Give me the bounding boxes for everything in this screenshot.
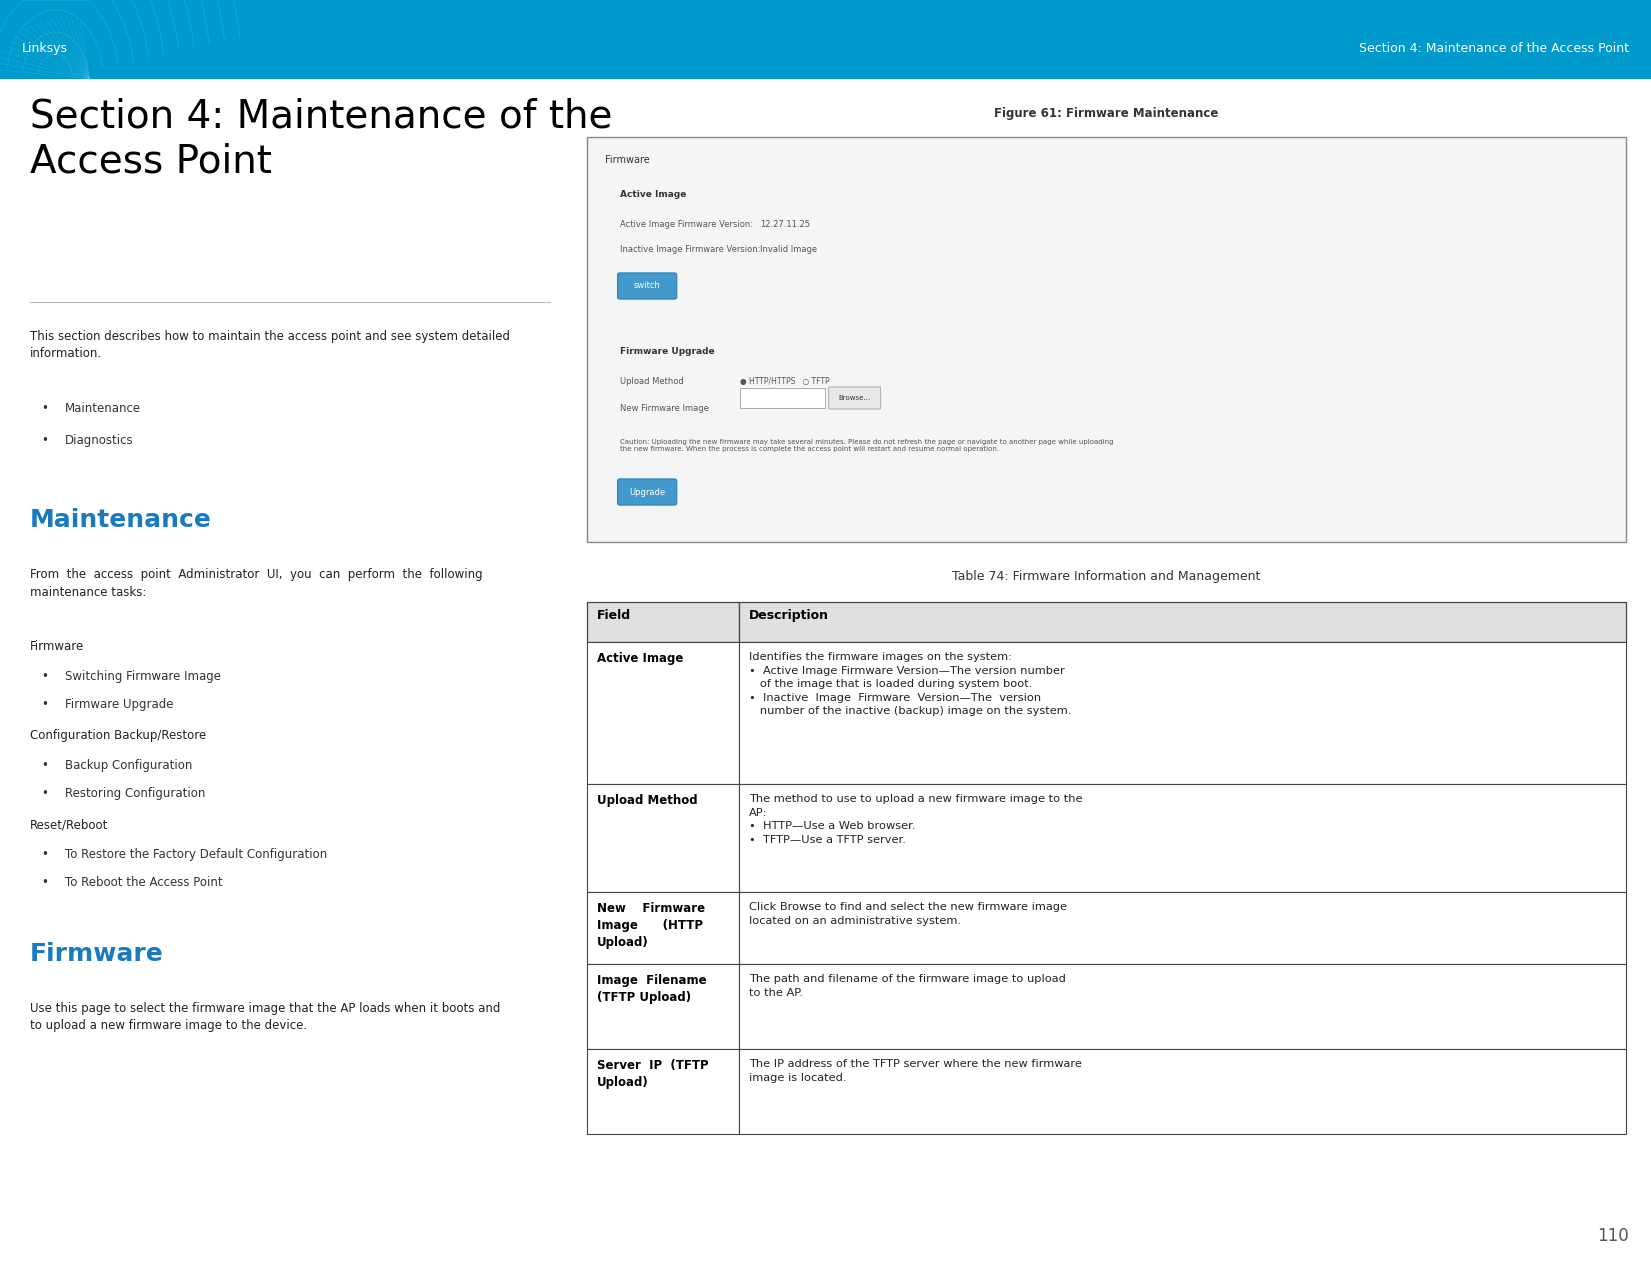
Text: •: •	[41, 669, 48, 683]
Text: Inactive Image Firmware Version:: Inactive Image Firmware Version:	[619, 245, 759, 254]
Text: The IP address of the TFTP server where the new firmware
image is located.: The IP address of the TFTP server where …	[748, 1060, 1081, 1082]
Text: •: •	[41, 876, 48, 889]
Text: •: •	[41, 697, 48, 711]
Bar	[738, 602, 1626, 643]
Text: Section 4: Maintenance of the
Access Point: Section 4: Maintenance of the Access Poi…	[30, 97, 613, 181]
Text: The method to use to upload a new firmware image to the
AP:
•  HTTP—Use a Web br: The method to use to upload a new firmwa…	[748, 794, 1081, 845]
Text: Upload Method: Upload Method	[619, 377, 684, 386]
Text: Firmware Upgrade: Firmware Upgrade	[619, 347, 715, 356]
Text: Restoring Configuration: Restoring Configuration	[64, 787, 205, 799]
Text: Active Image: Active Image	[619, 190, 687, 199]
Bar	[738, 1049, 1626, 1133]
Text: •: •	[41, 402, 48, 414]
Bar	[586, 964, 738, 1049]
Bar	[738, 784, 1626, 892]
Bar	[586, 643, 738, 784]
Bar	[740, 388, 824, 408]
Bar	[0, 0, 1651, 79]
Text: Caution: Uploading the new firmware may take several minutes. Please do not refr: Caution: Uploading the new firmware may …	[619, 439, 1113, 453]
Text: Maintenance: Maintenance	[30, 507, 211, 532]
Text: •: •	[41, 787, 48, 799]
Text: Firmware: Firmware	[30, 942, 163, 966]
Text: •: •	[41, 848, 48, 861]
Text: Upgrade: Upgrade	[629, 487, 665, 496]
Text: Linksys: Linksys	[21, 42, 68, 56]
Text: New    Firmware
Image      (HTTP
Upload): New Firmware Image (HTTP Upload)	[596, 901, 705, 949]
Text: Click Browse to find and select the new firmware image
located on an administrat: Click Browse to find and select the new …	[748, 901, 1067, 926]
Text: Backup Configuration: Backup Configuration	[64, 759, 192, 771]
Text: Upload Method: Upload Method	[596, 794, 697, 807]
FancyBboxPatch shape	[617, 273, 677, 300]
Text: From  the  access  point  Administrator  UI,  you  can  perform  the  following
: From the access point Administrator UI, …	[30, 567, 482, 598]
Bar	[738, 892, 1626, 964]
FancyBboxPatch shape	[617, 479, 677, 505]
Text: Firmware: Firmware	[604, 156, 649, 164]
Bar	[738, 964, 1626, 1049]
Text: Configuration Backup/Restore: Configuration Backup/Restore	[30, 729, 206, 742]
Text: Invalid Image: Invalid Image	[759, 245, 817, 254]
Text: To Reboot the Access Point: To Reboot the Access Point	[64, 876, 223, 889]
Text: Maintenance: Maintenance	[64, 402, 140, 414]
Text: Firmware Upgrade: Firmware Upgrade	[64, 697, 173, 711]
Text: Field: Field	[596, 609, 631, 622]
Text: Server  IP  (TFTP
Upload): Server IP (TFTP Upload)	[596, 1060, 708, 1089]
Bar	[586, 892, 738, 964]
Text: Active Image Firmware Version:: Active Image Firmware Version:	[619, 221, 753, 230]
Bar	[738, 643, 1626, 784]
Bar	[586, 136, 1626, 542]
Text: The path and filename of the firmware image to upload
to the AP.: The path and filename of the firmware im…	[748, 974, 1065, 997]
Text: Reset/Reboot: Reset/Reboot	[30, 819, 107, 831]
Text: New Firmware Image: New Firmware Image	[619, 404, 708, 413]
Text: Identifies the firmware images on the system:
•  Active Image Firmware Version—T: Identifies the firmware images on the sy…	[748, 652, 1071, 717]
Text: 12.27.11.25: 12.27.11.25	[759, 221, 809, 230]
Text: ● HTTP/HTTPS   ○ TFTP: ● HTTP/HTTPS ○ TFTP	[740, 377, 829, 386]
Bar	[586, 1049, 738, 1133]
Text: To Restore the Factory Default Configuration: To Restore the Factory Default Configura…	[64, 848, 327, 861]
Text: •: •	[41, 759, 48, 771]
Text: switch: switch	[634, 282, 660, 291]
Text: Use this page to select the firmware image that the AP loads when it boots and
t: Use this page to select the firmware ima…	[30, 1002, 500, 1033]
Text: Switching Firmware Image: Switching Firmware Image	[64, 669, 221, 683]
FancyBboxPatch shape	[829, 388, 880, 409]
Text: Description: Description	[748, 609, 829, 622]
Text: Browse...: Browse...	[839, 395, 870, 402]
Text: Figure 61: Firmware Maintenance: Figure 61: Firmware Maintenance	[994, 107, 1218, 120]
Text: 110: 110	[1597, 1227, 1630, 1244]
Text: Diagnostics: Diagnostics	[64, 434, 134, 448]
Text: Table 74: Firmware Information and Management: Table 74: Firmware Information and Manag…	[953, 570, 1261, 583]
Text: Firmware: Firmware	[30, 640, 84, 653]
Text: This section describes how to maintain the access point and see system detailed
: This section describes how to maintain t…	[30, 330, 510, 361]
Bar	[586, 784, 738, 892]
Text: Active Image: Active Image	[596, 652, 684, 666]
Text: •: •	[41, 434, 48, 448]
Text: Image  Filename
(TFTP Upload): Image Filename (TFTP Upload)	[596, 974, 707, 1003]
Bar	[586, 602, 738, 643]
Text: Section 4: Maintenance of the Access Point: Section 4: Maintenance of the Access Poi…	[1359, 42, 1630, 56]
